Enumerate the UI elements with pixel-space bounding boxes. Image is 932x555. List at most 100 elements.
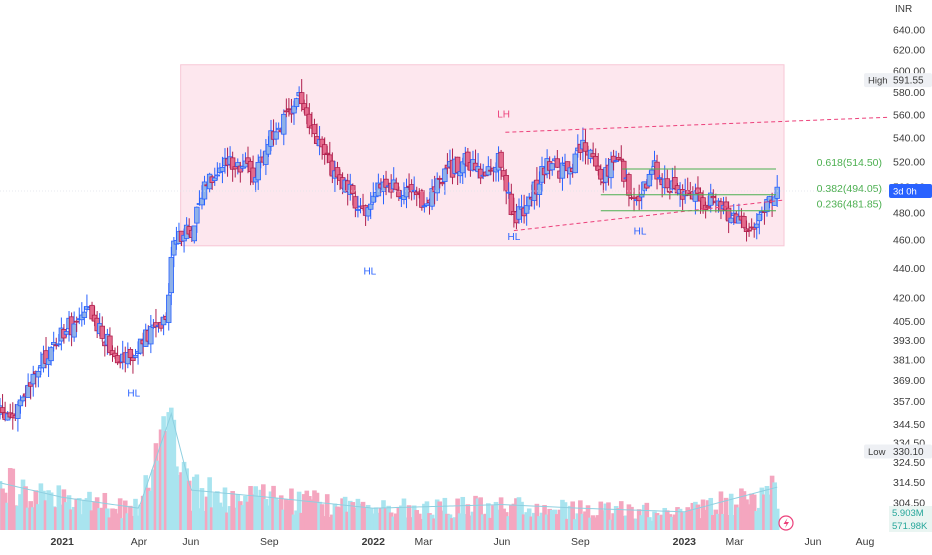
candle-body-51	[127, 348, 134, 358]
support-trendline[interactable]	[513, 199, 785, 232]
volume-bar-74	[186, 480, 192, 530]
volume-bar-195	[496, 509, 501, 530]
volume-bar-98	[248, 486, 253, 530]
candle-body-26	[63, 331, 70, 335]
volume-bar-235	[598, 501, 604, 530]
volume-bar-102	[258, 489, 264, 530]
volume-bar-280	[713, 509, 719, 530]
volume-bar-124	[314, 492, 320, 530]
volume-bar-224	[570, 501, 575, 530]
volume-bar-4	[7, 468, 13, 530]
resistance-trendline[interactable]	[505, 116, 889, 133]
volume-bar-185	[470, 511, 476, 530]
candle-body-218	[554, 158, 561, 168]
volume-bar-121	[307, 496, 312, 530]
volume-bar-287	[731, 515, 737, 530]
candle-body-84	[212, 177, 218, 182]
candle-body-251	[639, 193, 645, 198]
volume-bar-286	[728, 493, 734, 530]
volume-bar-84	[212, 492, 218, 530]
volume-bar-251	[639, 515, 645, 530]
candle-body-229	[582, 142, 589, 152]
candle-body-111	[281, 113, 287, 135]
y-tick-label-5: 540.00	[893, 133, 925, 145]
volume-bar-211	[537, 516, 542, 530]
candle-body-112	[283, 110, 290, 113]
volume-bar-69	[174, 466, 179, 530]
volume-bar-108	[273, 498, 279, 530]
volume-bar-70	[176, 474, 182, 530]
annotation-hl-1: HL	[363, 266, 376, 277]
volume-bar-200	[509, 505, 514, 530]
volume-bar-177	[450, 518, 455, 530]
volume-bar-61	[153, 443, 159, 530]
candle-body-1	[0, 407, 6, 413]
volume-bar-202	[514, 498, 519, 530]
volume-bar-199	[506, 516, 512, 530]
volume-bar-6	[13, 505, 18, 530]
volume-bar-192	[488, 517, 494, 530]
volume-bar-65	[163, 430, 169, 530]
volume-bar-238	[606, 502, 611, 530]
candle-body-53	[132, 354, 139, 358]
candle-body-243	[618, 158, 624, 161]
volume-bar-55	[138, 504, 143, 530]
volume-bar-95	[240, 505, 246, 530]
volume-bar-100	[253, 486, 258, 530]
volume-bar-78	[197, 508, 202, 530]
volume-value-0: 5.903M	[892, 508, 924, 519]
volume-bar-43	[107, 517, 113, 530]
y-tick-label-10: 440.00	[893, 263, 925, 275]
candle-body-33	[81, 311, 88, 318]
volume-badge-0	[889, 506, 932, 519]
candle-body-87	[219, 167, 226, 172]
high-value: 591.55	[893, 76, 924, 87]
volume-bar-62	[156, 460, 161, 530]
volume-bar-217	[552, 509, 558, 530]
candle-body-123	[311, 124, 318, 135]
annotation-lh-2: LH	[497, 109, 510, 120]
volume-bar-80	[202, 511, 207, 530]
volume-bar-45	[112, 508, 118, 530]
candle-body-211	[536, 183, 543, 195]
volume-bar-104	[263, 498, 269, 530]
candle-body-241	[613, 160, 619, 163]
volume-bar-79	[199, 488, 205, 530]
volume-bar-205	[521, 514, 527, 530]
volume-bar-215	[547, 508, 552, 530]
volume-bar-30	[74, 498, 79, 530]
volume-bar-71	[179, 472, 184, 530]
volume-bar-142	[360, 501, 366, 530]
volume-bar-270	[687, 509, 693, 530]
volume-bar-54	[135, 515, 141, 530]
volume-bar-295	[751, 494, 757, 530]
candle-body-77	[194, 206, 200, 224]
volume-bar-159	[404, 517, 409, 530]
volume-bar-48	[120, 518, 126, 530]
low-label: Low	[868, 447, 886, 458]
candle-body-167	[424, 203, 430, 206]
volume-bar-168	[427, 513, 432, 530]
candle-body-179	[454, 156, 461, 173]
volume-bar-126	[319, 504, 325, 530]
volume-bar-182	[463, 513, 468, 530]
volume-bar-296	[754, 510, 760, 530]
volume-bar-93	[235, 494, 241, 530]
candle-body-248	[631, 196, 637, 199]
volume-bar-39	[97, 508, 103, 530]
candle-body-7	[15, 404, 21, 419]
volume-bar-297	[757, 507, 762, 530]
volume-bar-191	[486, 503, 491, 530]
volume-bar-14	[33, 490, 39, 530]
volume-bar-31	[76, 498, 82, 530]
candle-body-196	[498, 151, 504, 168]
x-tick-label-7: Sep	[571, 536, 590, 548]
volume-bar-274	[698, 518, 703, 530]
volume-bar-174	[442, 497, 448, 530]
volume-bar-89	[225, 512, 230, 530]
lightning-icon[interactable]	[778, 515, 794, 531]
volume-value-1: 571.98K	[892, 521, 928, 532]
volume-bar-250	[636, 509, 642, 530]
volume-bar-12	[28, 501, 33, 530]
